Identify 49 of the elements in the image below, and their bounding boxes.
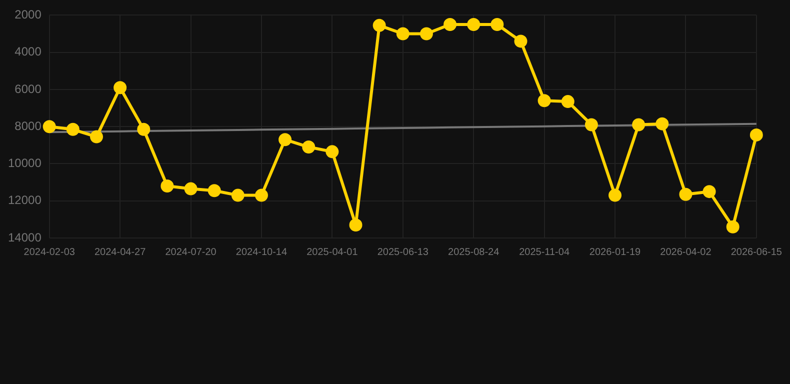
point [278, 133, 292, 146]
point [42, 120, 56, 134]
x-tick-label: 2025-11-04 [519, 246, 570, 258]
point [467, 18, 480, 31]
point [208, 184, 221, 198]
point [608, 188, 622, 202]
y-tick-label: 8000 [14, 118, 42, 133]
point [444, 18, 457, 31]
point [702, 185, 716, 198]
point [326, 145, 339, 158]
point [632, 118, 646, 132]
point [420, 27, 433, 40]
point [137, 122, 150, 136]
point [726, 220, 740, 234]
x-tick-label: 2026-06-15 [730, 246, 782, 258]
x-tick-label: 2025-06-13 [377, 246, 429, 258]
point [584, 118, 598, 132]
point [231, 188, 244, 202]
point [679, 188, 692, 201]
x-tick-label: 2024-04-27 [94, 246, 146, 258]
x-tick-label: 2025-08-24 [448, 246, 500, 258]
point [514, 34, 528, 48]
point [90, 130, 104, 144]
y-tick-label: 14000 [8, 230, 42, 244]
y-tick-label: 4000 [14, 44, 42, 59]
y-tick-label: 6000 [14, 82, 42, 96]
y-tick-label: 2000 [14, 8, 42, 22]
point [538, 94, 551, 108]
x-tick-label: 2026-01-19 [589, 246, 642, 258]
point [160, 180, 174, 193]
x-tick-label: 2024-07-20 [165, 246, 217, 258]
point [372, 18, 386, 32]
point [396, 27, 410, 40]
point [349, 218, 362, 232]
y-tick-label: 10000 [8, 156, 42, 170]
x-tick-label: 2025-04-01 [306, 246, 358, 258]
x-tick-label: 2024-10-14 [236, 246, 288, 258]
x-tick-label: 2026-04-02 [660, 246, 712, 258]
point [302, 140, 316, 154]
point [656, 117, 669, 130]
point [66, 122, 80, 136]
y-tick-label: 12000 [8, 193, 42, 208]
point [114, 81, 127, 94]
point [561, 95, 574, 108]
point [184, 182, 198, 196]
point [490, 18, 504, 31]
x-tick-label: 2024-02-03 [24, 246, 76, 258]
point [254, 188, 268, 202]
point [750, 128, 763, 142]
